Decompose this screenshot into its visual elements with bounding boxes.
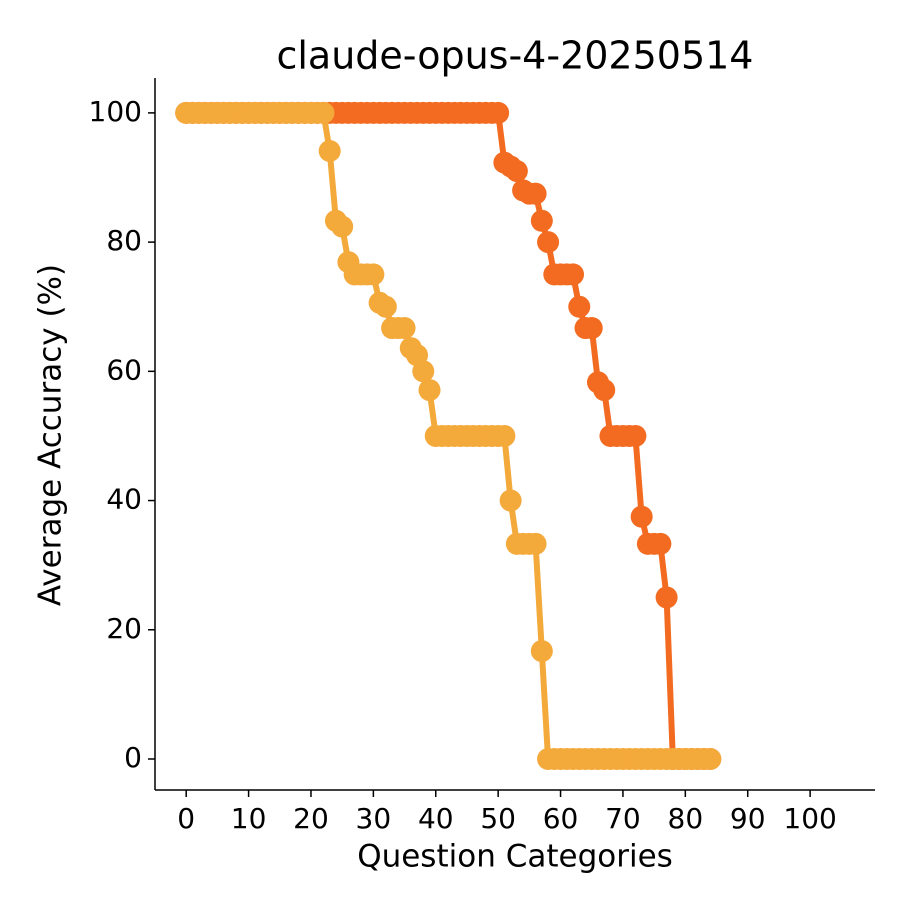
x-tick-label: 50 [480, 802, 516, 835]
x-tick-label: 90 [730, 802, 766, 835]
point [362, 263, 385, 286]
x-tick-label: 40 [418, 802, 454, 835]
x-tick-label: 0 [177, 802, 195, 835]
point [418, 379, 441, 402]
x-tick-label: 10 [231, 802, 267, 835]
y-tick-label: 100 [89, 95, 142, 128]
point [393, 317, 416, 340]
point [318, 140, 341, 163]
y-tick-label: 0 [124, 741, 142, 774]
point [568, 295, 591, 318]
point [493, 424, 516, 447]
y-tick-label: 40 [106, 483, 142, 516]
point [649, 532, 672, 555]
point [655, 586, 678, 609]
point [530, 209, 553, 232]
point [530, 640, 553, 663]
point [624, 424, 647, 447]
chart-title: claude-opus-4-20250514 [276, 34, 753, 78]
point [630, 505, 653, 528]
point [412, 360, 435, 383]
x-tick-label: 80 [668, 802, 704, 835]
point [487, 101, 510, 124]
point [505, 160, 528, 183]
x-tick-label: 100 [783, 802, 836, 835]
y-axis-label: Average Accuracy (%) [33, 264, 69, 606]
point [537, 231, 560, 254]
y-tick-label: 60 [106, 353, 142, 386]
x-tick-label: 70 [605, 802, 641, 835]
point [524, 182, 547, 205]
point [699, 747, 722, 770]
point [312, 101, 335, 124]
point [562, 263, 585, 286]
x-tick-label: 60 [543, 802, 579, 835]
point [524, 532, 547, 555]
point [331, 215, 354, 238]
x-axis-label: Question Categories [357, 839, 673, 875]
y-tick-label: 20 [106, 612, 142, 645]
x-tick-label: 20 [293, 802, 329, 835]
y-tick-label: 80 [106, 224, 142, 257]
point [499, 489, 522, 512]
x-tick-label: 30 [356, 802, 392, 835]
point [374, 295, 397, 318]
point [580, 317, 603, 340]
point [593, 379, 616, 402]
